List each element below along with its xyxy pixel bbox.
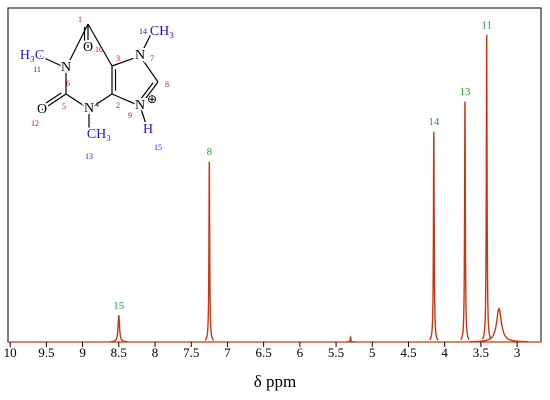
bond xyxy=(139,105,149,131)
x-tick-label: 9.5 xyxy=(38,345,54,360)
bond xyxy=(65,93,90,110)
x-tick-label: 4 xyxy=(441,345,448,360)
atom-symbol: N xyxy=(84,101,94,116)
peak-label: 8 xyxy=(207,146,213,158)
bond xyxy=(111,55,141,67)
x-tick-label: 4.5 xyxy=(400,345,416,360)
bond xyxy=(111,93,141,107)
atom-number: 8 xyxy=(165,80,169,89)
x-tick-label: 8 xyxy=(152,345,159,360)
atom-symbol: O xyxy=(37,102,47,117)
charge: ⊕ xyxy=(147,92,157,106)
peak xyxy=(428,131,439,341)
x-tick-label: 3.5 xyxy=(473,345,489,360)
bond xyxy=(39,55,67,69)
bond xyxy=(139,31,153,57)
atom-number: 1 xyxy=(78,15,82,24)
bond xyxy=(42,92,62,106)
peak xyxy=(110,315,128,343)
atom-number: 2 xyxy=(116,101,120,110)
atom-number: 4 xyxy=(95,100,99,109)
x-tick-label: 5 xyxy=(369,345,376,360)
atom-symbol: H₃C xyxy=(20,48,44,63)
bond xyxy=(88,93,113,110)
bond xyxy=(65,23,89,69)
peak xyxy=(346,335,355,343)
atom-number: 12 xyxy=(31,119,39,128)
atom-number: 3 xyxy=(116,54,120,63)
atom-symbol: O xyxy=(83,40,93,55)
peak xyxy=(481,34,492,340)
x-tick-label: 9 xyxy=(79,345,86,360)
atom-symbol: CH₃ xyxy=(150,24,174,39)
atom-symbol: CH₃ xyxy=(87,127,111,142)
atom-symbol: H xyxy=(143,122,153,137)
atom-number: 15 xyxy=(154,143,162,152)
peak xyxy=(470,307,528,343)
x-axis-label: δ ppm xyxy=(254,372,296,391)
x-tick-label: 6.5 xyxy=(256,345,272,360)
x-tick-label: 5.5 xyxy=(328,345,344,360)
peak-label: 11 xyxy=(481,19,492,31)
atom-symbol: N xyxy=(135,48,145,63)
bond xyxy=(139,81,159,107)
x-tick-label: 8.5 xyxy=(111,345,127,360)
molecule xyxy=(39,23,159,135)
x-tick-label: 7 xyxy=(224,345,231,360)
atom-number: 9 xyxy=(128,111,132,120)
x-tick-label: 3 xyxy=(514,345,521,360)
atom-number: 13 xyxy=(85,152,93,161)
atom-number: 6 xyxy=(66,79,70,88)
atom-number: 10 xyxy=(95,45,103,54)
bond xyxy=(139,55,159,83)
peak-label: 14 xyxy=(428,116,440,128)
atom-number: 5 xyxy=(62,102,66,111)
x-tick-label: 6 xyxy=(297,345,304,360)
atom-symbol: N xyxy=(135,98,145,113)
atom-number: 14 xyxy=(139,27,147,36)
peak xyxy=(460,101,470,341)
atom-number: 7 xyxy=(150,54,154,63)
bond xyxy=(138,82,154,102)
atom-number: 11 xyxy=(33,65,41,74)
x-tick-label: 10 xyxy=(4,345,17,360)
peak xyxy=(204,161,215,341)
peak-label: 13 xyxy=(459,86,471,98)
x-tick-label: 7.5 xyxy=(183,345,199,360)
bond xyxy=(87,23,113,67)
plot-frame xyxy=(7,7,542,343)
peak-label: 15 xyxy=(113,300,125,312)
atom-symbol: N xyxy=(61,60,71,75)
bond xyxy=(41,93,67,111)
